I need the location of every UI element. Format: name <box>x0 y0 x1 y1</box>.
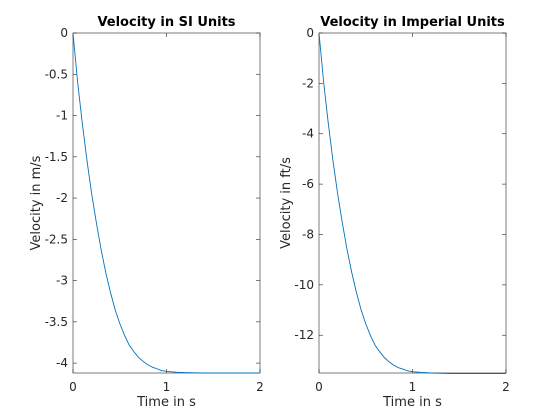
y-tick-label: -10 <box>294 278 314 292</box>
x-tick-label: 0 <box>315 380 323 394</box>
x-axis-label-si: Time in s <box>136 395 196 410</box>
subplot-imperial: Velocity in Imperial Units 0 1 2 0 -2 -4 -6 -8… <box>279 15 510 410</box>
y-tick-label: 0 <box>60 26 68 40</box>
y-tick-labels-si: 0 -0.5 -1 -1.5 -2 -2.5 -3 -3.5 -4 <box>45 26 68 370</box>
x-tick-label: 2 <box>256 380 264 394</box>
y-tick-label: -4 <box>302 127 314 141</box>
plot-area-si <box>72 32 261 374</box>
series-line-si <box>72 32 260 374</box>
y-tick-label: -3 <box>56 274 68 288</box>
y-tick-label: -1 <box>56 109 68 123</box>
y-tick-label: -2.5 <box>45 232 68 246</box>
y-tick-label: -1.5 <box>45 150 68 164</box>
x-tick-labels-imperial: 0 1 2 <box>315 380 510 394</box>
y-tick-label: -6 <box>302 177 314 191</box>
x-axis-label-imperial: Time in s <box>382 395 442 410</box>
y-tick-label: -2 <box>56 191 68 205</box>
x-tick-labels-si: 0 1 2 <box>69 380 264 394</box>
subplot-si: Velocity in SI Units 0 1 2 0 -0.5 -1 -1.5 -2 -2… <box>29 15 264 410</box>
y-tick-label: -3.5 <box>45 315 68 329</box>
x-tick-label: 1 <box>409 380 417 394</box>
y-tick-label: -8 <box>302 227 314 241</box>
axes-box-imperial <box>318 32 507 374</box>
y-tick-label: 0 <box>306 26 314 40</box>
plot-area-imperial <box>318 32 507 374</box>
series-line-imperial <box>318 32 506 374</box>
y-axis-label-imperial: Velocity in ft/s <box>279 157 294 249</box>
x-tick-label: 0 <box>69 380 77 394</box>
y-tick-label: -4 <box>56 356 68 370</box>
axes-box-si <box>72 32 261 374</box>
y-tick-label: -12 <box>294 328 314 342</box>
plot-title-imperial: Velocity in Imperial Units <box>320 15 505 30</box>
y-tick-label: -2 <box>302 76 314 90</box>
y-tick-label: -0.5 <box>45 67 68 81</box>
x-tick-label: 1 <box>163 380 171 394</box>
plot-title-si: Velocity in SI Units <box>97 15 235 30</box>
y-tick-labels-imperial: 0 -2 -4 -6 -8 -10 -12 <box>294 26 314 342</box>
x-tick-label: 2 <box>502 380 510 394</box>
y-axis-label-si: Velocity in m/s <box>29 155 44 250</box>
